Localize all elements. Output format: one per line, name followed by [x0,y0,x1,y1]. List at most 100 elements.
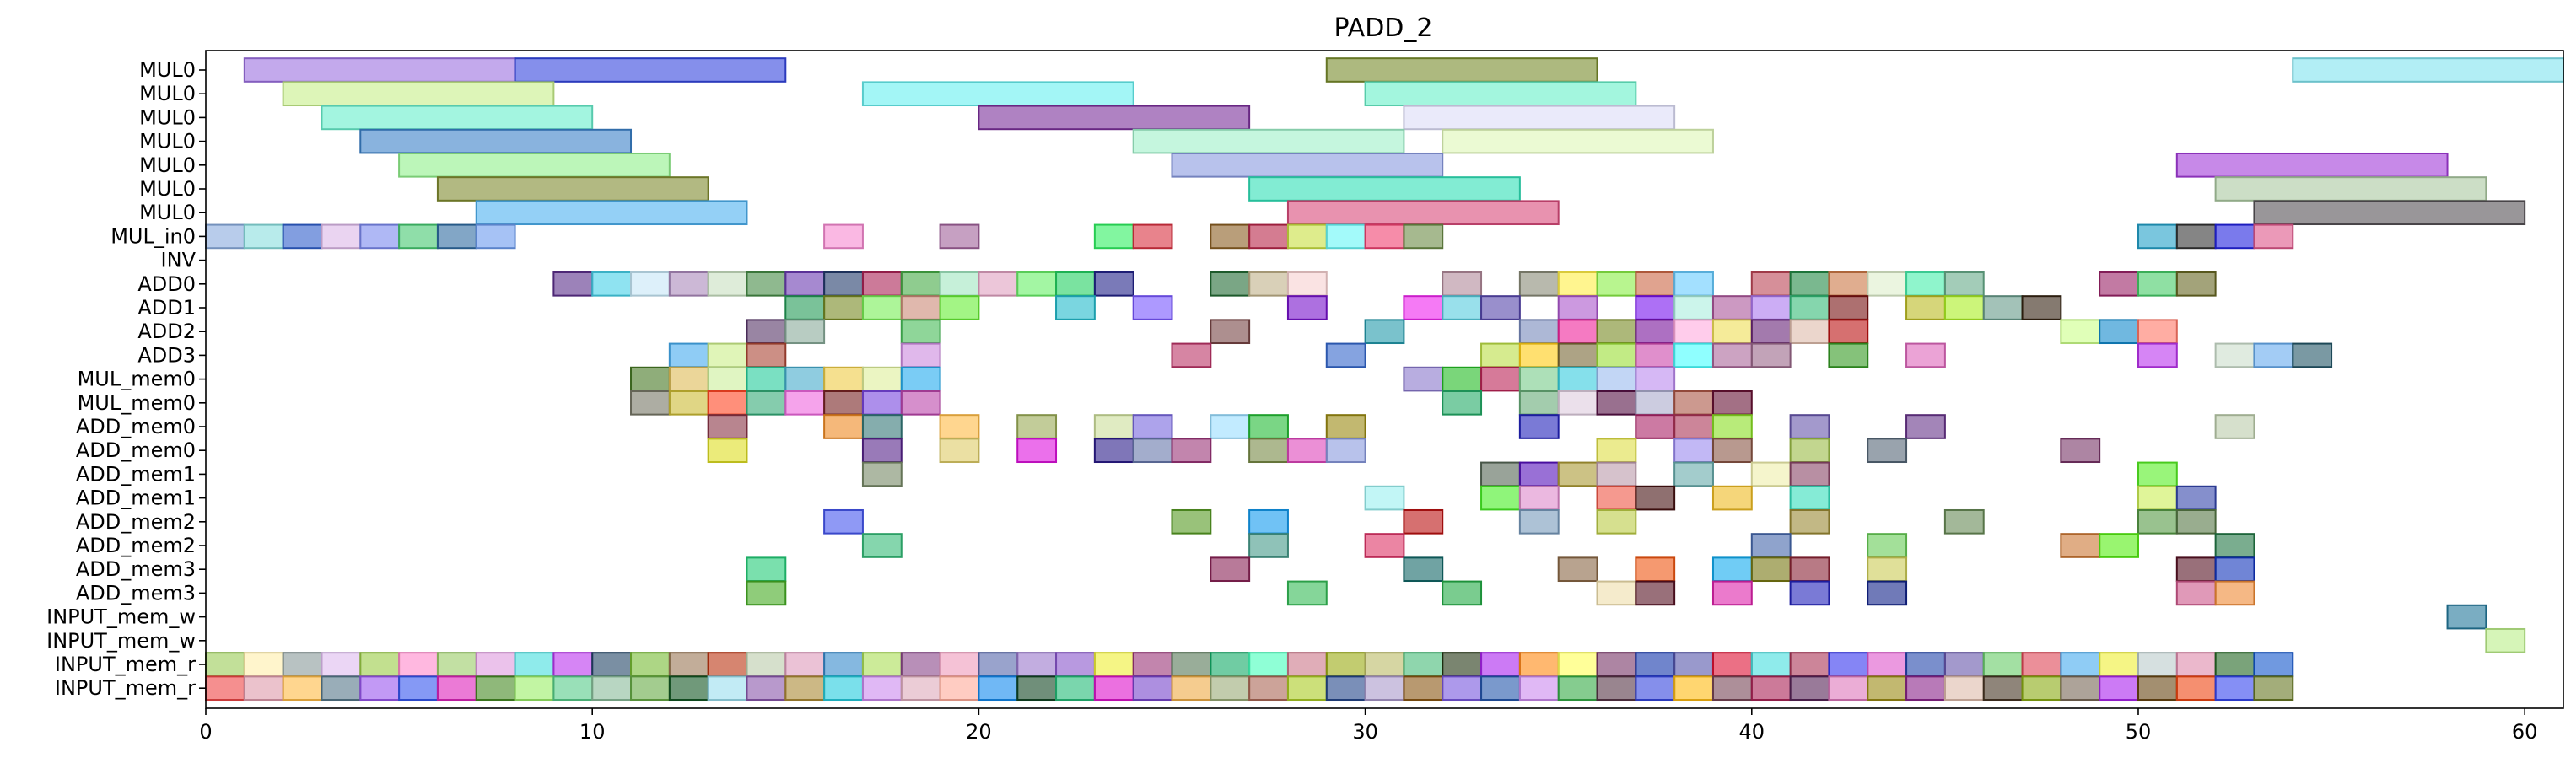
task-bar [205,652,245,677]
task-bar [1055,652,1096,677]
task-bar [784,271,826,297]
task-bar [1248,414,1289,439]
task-bar [1943,675,1985,702]
task-bar [1943,271,1985,297]
task-bar [552,675,594,702]
task-bar [1093,652,1134,677]
task-bar [1789,580,1830,606]
task-bar [2021,652,2062,677]
task-bar [900,319,941,345]
task-bar [1789,271,1830,297]
task-bar [668,342,709,368]
x-axis: 0 10 20 30 40 50 60 [199,708,2537,744]
task-bar [398,223,439,250]
task-bar [1711,414,1753,439]
task-bar [861,652,903,677]
task-bar [1055,295,1096,320]
task-bar [282,652,323,677]
task-bar [359,652,401,677]
task-bar [2214,223,2255,250]
task-bar [2137,508,2178,535]
task-bar [1364,675,1405,702]
task-bar [1711,438,1753,464]
task-bar [1442,652,1483,677]
task-bar [1480,461,1521,487]
task-bar [514,675,555,702]
task-bar [1711,342,1753,368]
task-bar [1596,508,1637,535]
task-bar [1248,533,1289,558]
task-bar [1635,271,1676,297]
task-bar [784,675,826,702]
y-tick-label: MUL_in0 [110,224,196,248]
task-bar [1557,556,1598,583]
task-bar [591,675,633,702]
task-bar [861,675,903,702]
task-bar [1480,366,1521,392]
y-tick-label: INPUT_mem_w [46,629,196,653]
task-bar [1635,319,1676,345]
task-bar [1673,438,1714,464]
task-bar [1364,485,1405,511]
task-bar [784,319,826,345]
task-bar [398,675,439,702]
task-bar [1635,414,1676,439]
task-bar [1171,508,1212,535]
task-bar [1750,271,1792,297]
task-bar [1016,438,1058,464]
task-bar [1248,675,1289,702]
task-bar [1248,652,1289,677]
task-bar [1132,223,1173,250]
task-bar [1480,652,1521,677]
task-bar [939,414,980,439]
task-bar [282,675,323,702]
task-bar [1210,414,1251,439]
task-bar [1557,675,1598,702]
task-bar [1673,342,1714,368]
task-bar [1132,438,1173,464]
task-bar [1635,485,1676,511]
task-bar [1557,366,1598,392]
task-bar [321,105,594,131]
task-bar [359,675,401,702]
task-bar [1828,271,1869,297]
task-bar [1480,675,1521,702]
task-bar [2099,652,2139,677]
task-bar [1750,295,1792,320]
task-bar [2060,438,2101,464]
task-bar [205,223,245,250]
task-bar [668,675,709,702]
task-bar [823,414,864,439]
task-bar [1016,414,1058,439]
task-bar [2137,342,2178,368]
task-bar [668,652,709,677]
y-tick-label: ADD_mem2 [76,510,196,534]
task-bar [398,152,671,178]
task-bar [1557,342,1598,368]
task-bar [1867,533,1908,558]
task-bar [1518,485,1560,511]
task-bar [1982,295,2024,320]
task-bar [1711,652,1753,677]
task-bar [1132,128,1405,154]
task-bar [1132,295,1173,320]
task-bar [1403,366,1444,392]
task-bar [1750,533,1792,558]
task-bar [2060,319,2101,345]
task-bar [1364,533,1405,558]
task-bar [2175,652,2217,677]
task-bar [2099,533,2139,558]
y-tick-label: ADD_mem3 [76,581,196,605]
task-bar [1905,271,1946,297]
task-bar [861,533,903,558]
task-bar [2446,604,2487,630]
task-bar [514,57,787,83]
task-bar [2175,675,2217,702]
task-bar [900,366,941,392]
y-tick-label: MUL_mem0 [78,368,196,391]
task-bar [1828,319,1869,345]
task-bar [1171,342,1212,368]
task-bar [1789,508,1830,535]
task-bar [2060,533,2101,558]
task-bar [1055,271,1096,297]
